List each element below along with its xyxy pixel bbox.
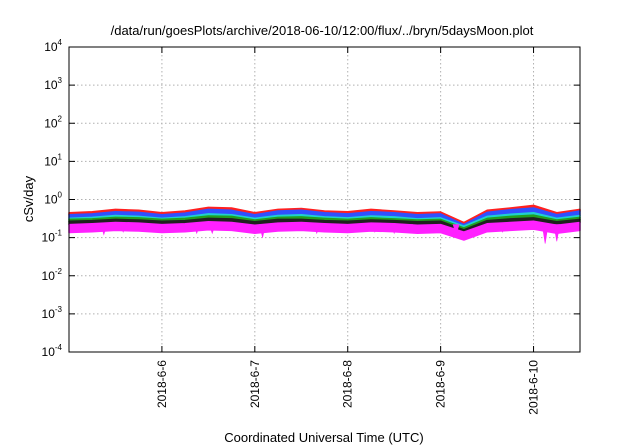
y-tick-label: 102: [44, 114, 62, 130]
dip-spike: [100, 224, 108, 236]
dip-spike: [371, 224, 379, 233]
dip-spike: [499, 224, 507, 233]
grid: [69, 47, 580, 352]
dip-spike: [452, 224, 460, 236]
y-tick-label: 103: [44, 76, 62, 92]
y-tick-label: 101: [44, 152, 62, 168]
y-axis-ticks: 10-4 10-3 10-2 10-1 100 101 102 103 104: [42, 38, 580, 359]
dip-spike: [406, 224, 414, 232]
x-axis-label: Coordinated Universal Time (UTC): [224, 430, 423, 445]
dip-spike: [390, 224, 398, 235]
x-tick-label: 2018-6-8: [341, 360, 355, 408]
dip-spike: [220, 224, 228, 231]
y-tick-label: 10-4: [42, 343, 63, 359]
dip-spike: [259, 224, 266, 238]
y-tick-label: 100: [44, 191, 62, 207]
dip-spike: [313, 224, 321, 235]
chart-title: /data/run/goesPlots/archive/2018-06-10/1…: [111, 23, 534, 38]
x-tick-label: 2018-6-7: [248, 360, 262, 408]
x-tick-label: 2018-6-10: [527, 360, 541, 415]
dip-spike: [541, 224, 549, 244]
x-axis-ticks: 2018-6-6 2018-6-7 2018-6-8 2018-6-9 2018-6-1…: [155, 47, 541, 415]
dip-spike: [119, 224, 127, 233]
dip-spike: [208, 224, 216, 235]
dip-spike: [193, 224, 201, 235]
y-tick-label: 10-1: [42, 229, 63, 245]
y-tick-label: 104: [44, 38, 62, 54]
y-tick-label: 10-2: [42, 267, 63, 283]
y-tick-label: 10-3: [42, 305, 63, 321]
y-axis-label: cSv/day: [21, 175, 36, 222]
x-tick-label: 2018-6-6: [155, 360, 169, 408]
x-tick-label: 2018-6-9: [434, 360, 448, 408]
dip-spike: [553, 224, 561, 242]
